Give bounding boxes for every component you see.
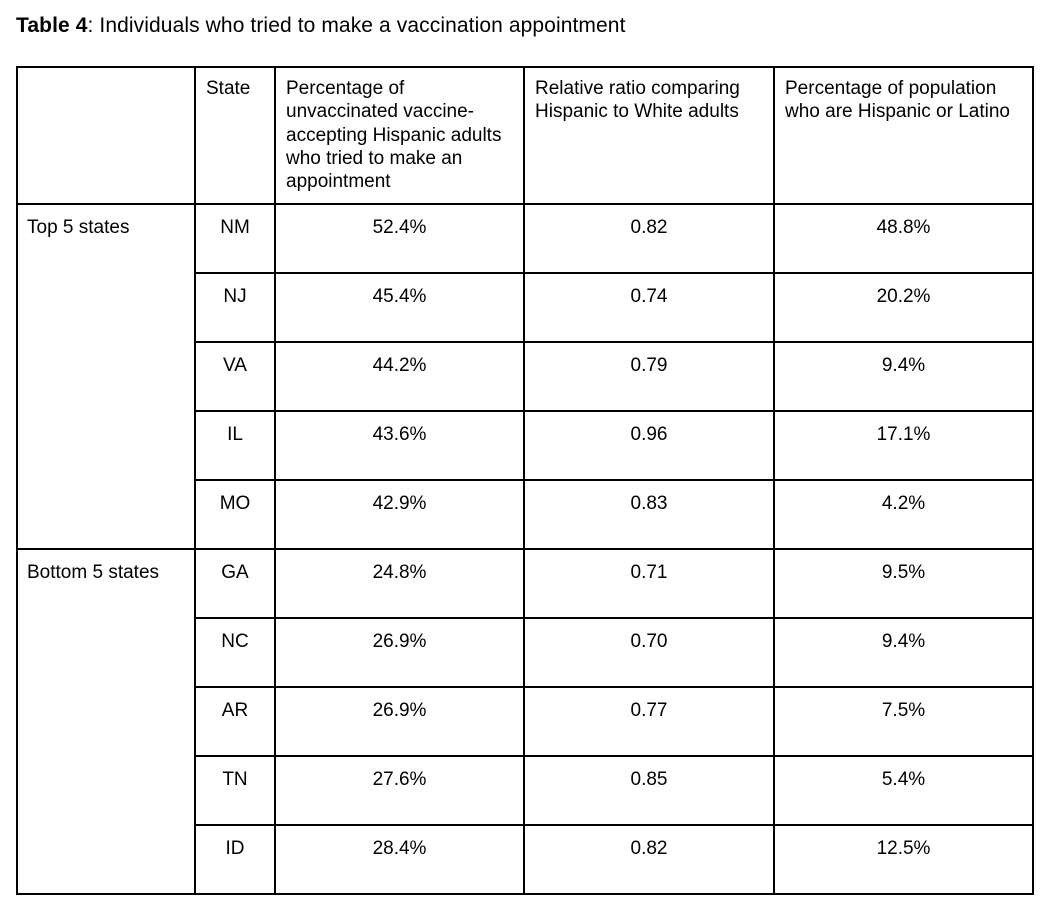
pct-tried-cell: 43.6% [274, 410, 525, 482]
state-cell: GA [194, 548, 276, 620]
pct-tried-cell: 44.2% [274, 341, 525, 413]
pct-population-cell: 5.4% [773, 755, 1034, 827]
table-row: MO 42.9% 0.83 4.2% [17, 479, 1034, 551]
header-cell-pct-tried: Percentage of unvaccinated vaccine-accep… [274, 66, 525, 206]
table-row: IL 43.6% 0.96 17.1% [17, 410, 1034, 482]
pct-tried-cell: 26.9% [274, 686, 525, 758]
table-row: NJ 45.4% 0.74 20.2% [17, 272, 1034, 344]
relative-ratio-cell: 0.82 [523, 203, 775, 275]
relative-ratio-cell: 0.71 [523, 548, 775, 620]
state-cell: IL [194, 410, 276, 482]
header-cell-group [16, 66, 196, 206]
pct-population-cell: 17.1% [773, 410, 1034, 482]
header-cell-state: State [194, 66, 276, 206]
table-row: NC 26.9% 0.70 9.4% [17, 617, 1034, 689]
group-label-top-5: Top 5 states [16, 203, 196, 551]
relative-ratio-cell: 0.77 [523, 686, 775, 758]
state-cell: ID [194, 824, 276, 896]
table-row: TN 27.6% 0.85 5.4% [17, 755, 1034, 827]
pct-tried-cell: 42.9% [274, 479, 525, 551]
relative-ratio-cell: 0.83 [523, 479, 775, 551]
state-cell: NJ [194, 272, 276, 344]
state-cell: MO [194, 479, 276, 551]
table-row: ID 28.4% 0.82 12.5% [17, 824, 1034, 896]
pct-population-cell: 9.4% [773, 617, 1034, 689]
pct-population-cell: 48.8% [773, 203, 1034, 275]
header-row: State Percentage of unvaccinated vaccine… [16, 66, 1034, 206]
pct-population-cell: 9.5% [773, 548, 1034, 620]
relative-ratio-cell: 0.70 [523, 617, 775, 689]
table-caption-label: Table 4 [16, 14, 88, 37]
data-table: State Percentage of unvaccinated vaccine… [16, 66, 1034, 896]
group-label-bottom-5: Bottom 5 states [16, 548, 196, 896]
relative-ratio-cell: 0.96 [523, 410, 775, 482]
pct-population-cell: 12.5% [773, 824, 1034, 896]
header-cell-pct-population: Percentage of population who are Hispani… [773, 66, 1034, 206]
pct-population-cell: 7.5% [773, 686, 1034, 758]
relative-ratio-cell: 0.74 [523, 272, 775, 344]
pct-tried-cell: 45.4% [274, 272, 525, 344]
pct-population-cell: 9.4% [773, 341, 1034, 413]
table-caption-text: : Individuals who tried to make a vaccin… [87, 14, 626, 37]
state-cell: AR [194, 686, 276, 758]
relative-ratio-cell: 0.82 [523, 824, 775, 896]
pct-tried-cell: 26.9% [274, 617, 525, 689]
state-cell: VA [194, 341, 276, 413]
table-caption: Table 4: Individuals who tried to make a… [16, 13, 1048, 38]
relative-ratio-cell: 0.85 [523, 755, 775, 827]
pct-tried-cell: 24.8% [274, 548, 525, 620]
pct-tried-cell: 28.4% [274, 824, 525, 896]
table-row: Top 5 states NM 52.4% 0.82 48.8% [16, 203, 1034, 551]
state-cell: NC [194, 617, 276, 689]
table-row: Bottom 5 states GA 24.8% 0.71 9.5% [16, 548, 1034, 896]
pct-tried-cell: 52.4% [274, 203, 525, 275]
state-cell: NM [194, 203, 276, 275]
pct-population-cell: 20.2% [773, 272, 1034, 344]
pct-tried-cell: 27.6% [274, 755, 525, 827]
pct-population-cell: 4.2% [773, 479, 1034, 551]
table-row: VA 44.2% 0.79 9.4% [17, 341, 1034, 413]
state-cell: TN [194, 755, 276, 827]
header-cell-relative-ratio: Relative ratio comparing Hispanic to Whi… [523, 66, 775, 206]
relative-ratio-cell: 0.79 [523, 341, 775, 413]
table-row: AR 26.9% 0.77 7.5% [17, 686, 1034, 758]
